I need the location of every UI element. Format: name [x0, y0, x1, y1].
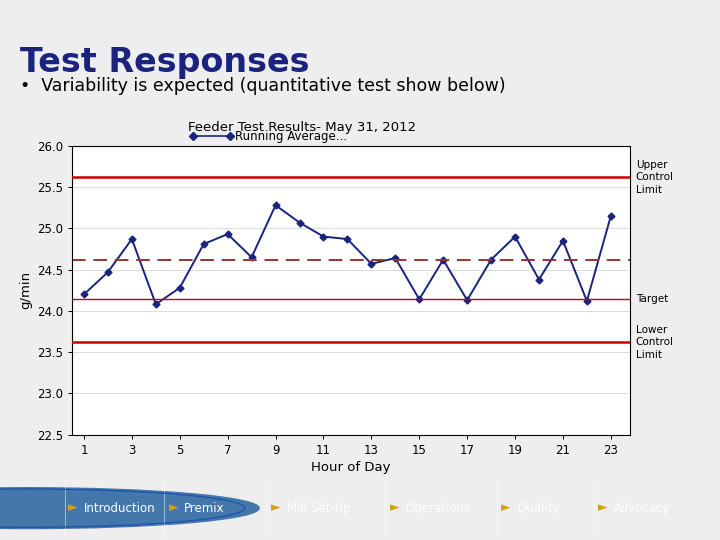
Text: Advocacy: Advocacy [614, 502, 670, 515]
Text: Mill Set-Up: Mill Set-Up [287, 502, 351, 515]
Text: Introduction: Introduction [84, 502, 156, 515]
Text: Feeder Test Results- May 31, 2012: Feeder Test Results- May 31, 2012 [189, 122, 416, 134]
Circle shape [0, 488, 259, 529]
Text: Premix: Premix [184, 502, 225, 515]
Text: ►: ► [598, 502, 608, 515]
Y-axis label: g/min: g/min [19, 271, 32, 309]
Text: Quality: Quality [517, 502, 559, 515]
Text: ►: ► [390, 502, 399, 515]
Text: Running Average...: Running Average... [235, 130, 348, 143]
Text: ►: ► [501, 502, 510, 515]
Text: ►: ► [271, 502, 280, 515]
Text: ►: ► [168, 502, 178, 515]
Text: Operations: Operations [405, 502, 470, 515]
Text: Target: Target [636, 294, 668, 303]
X-axis label: Hour of Day: Hour of Day [311, 461, 391, 474]
Text: •  Variability is expected (quantitative test show below): • Variability is expected (quantitative … [20, 77, 505, 94]
Text: Upper
Control
Limit: Upper Control Limit [636, 160, 674, 194]
Text: ►: ► [68, 502, 78, 515]
Text: Lower
Control
Limit: Lower Control Limit [636, 325, 674, 360]
Text: Test Responses: Test Responses [20, 46, 310, 79]
